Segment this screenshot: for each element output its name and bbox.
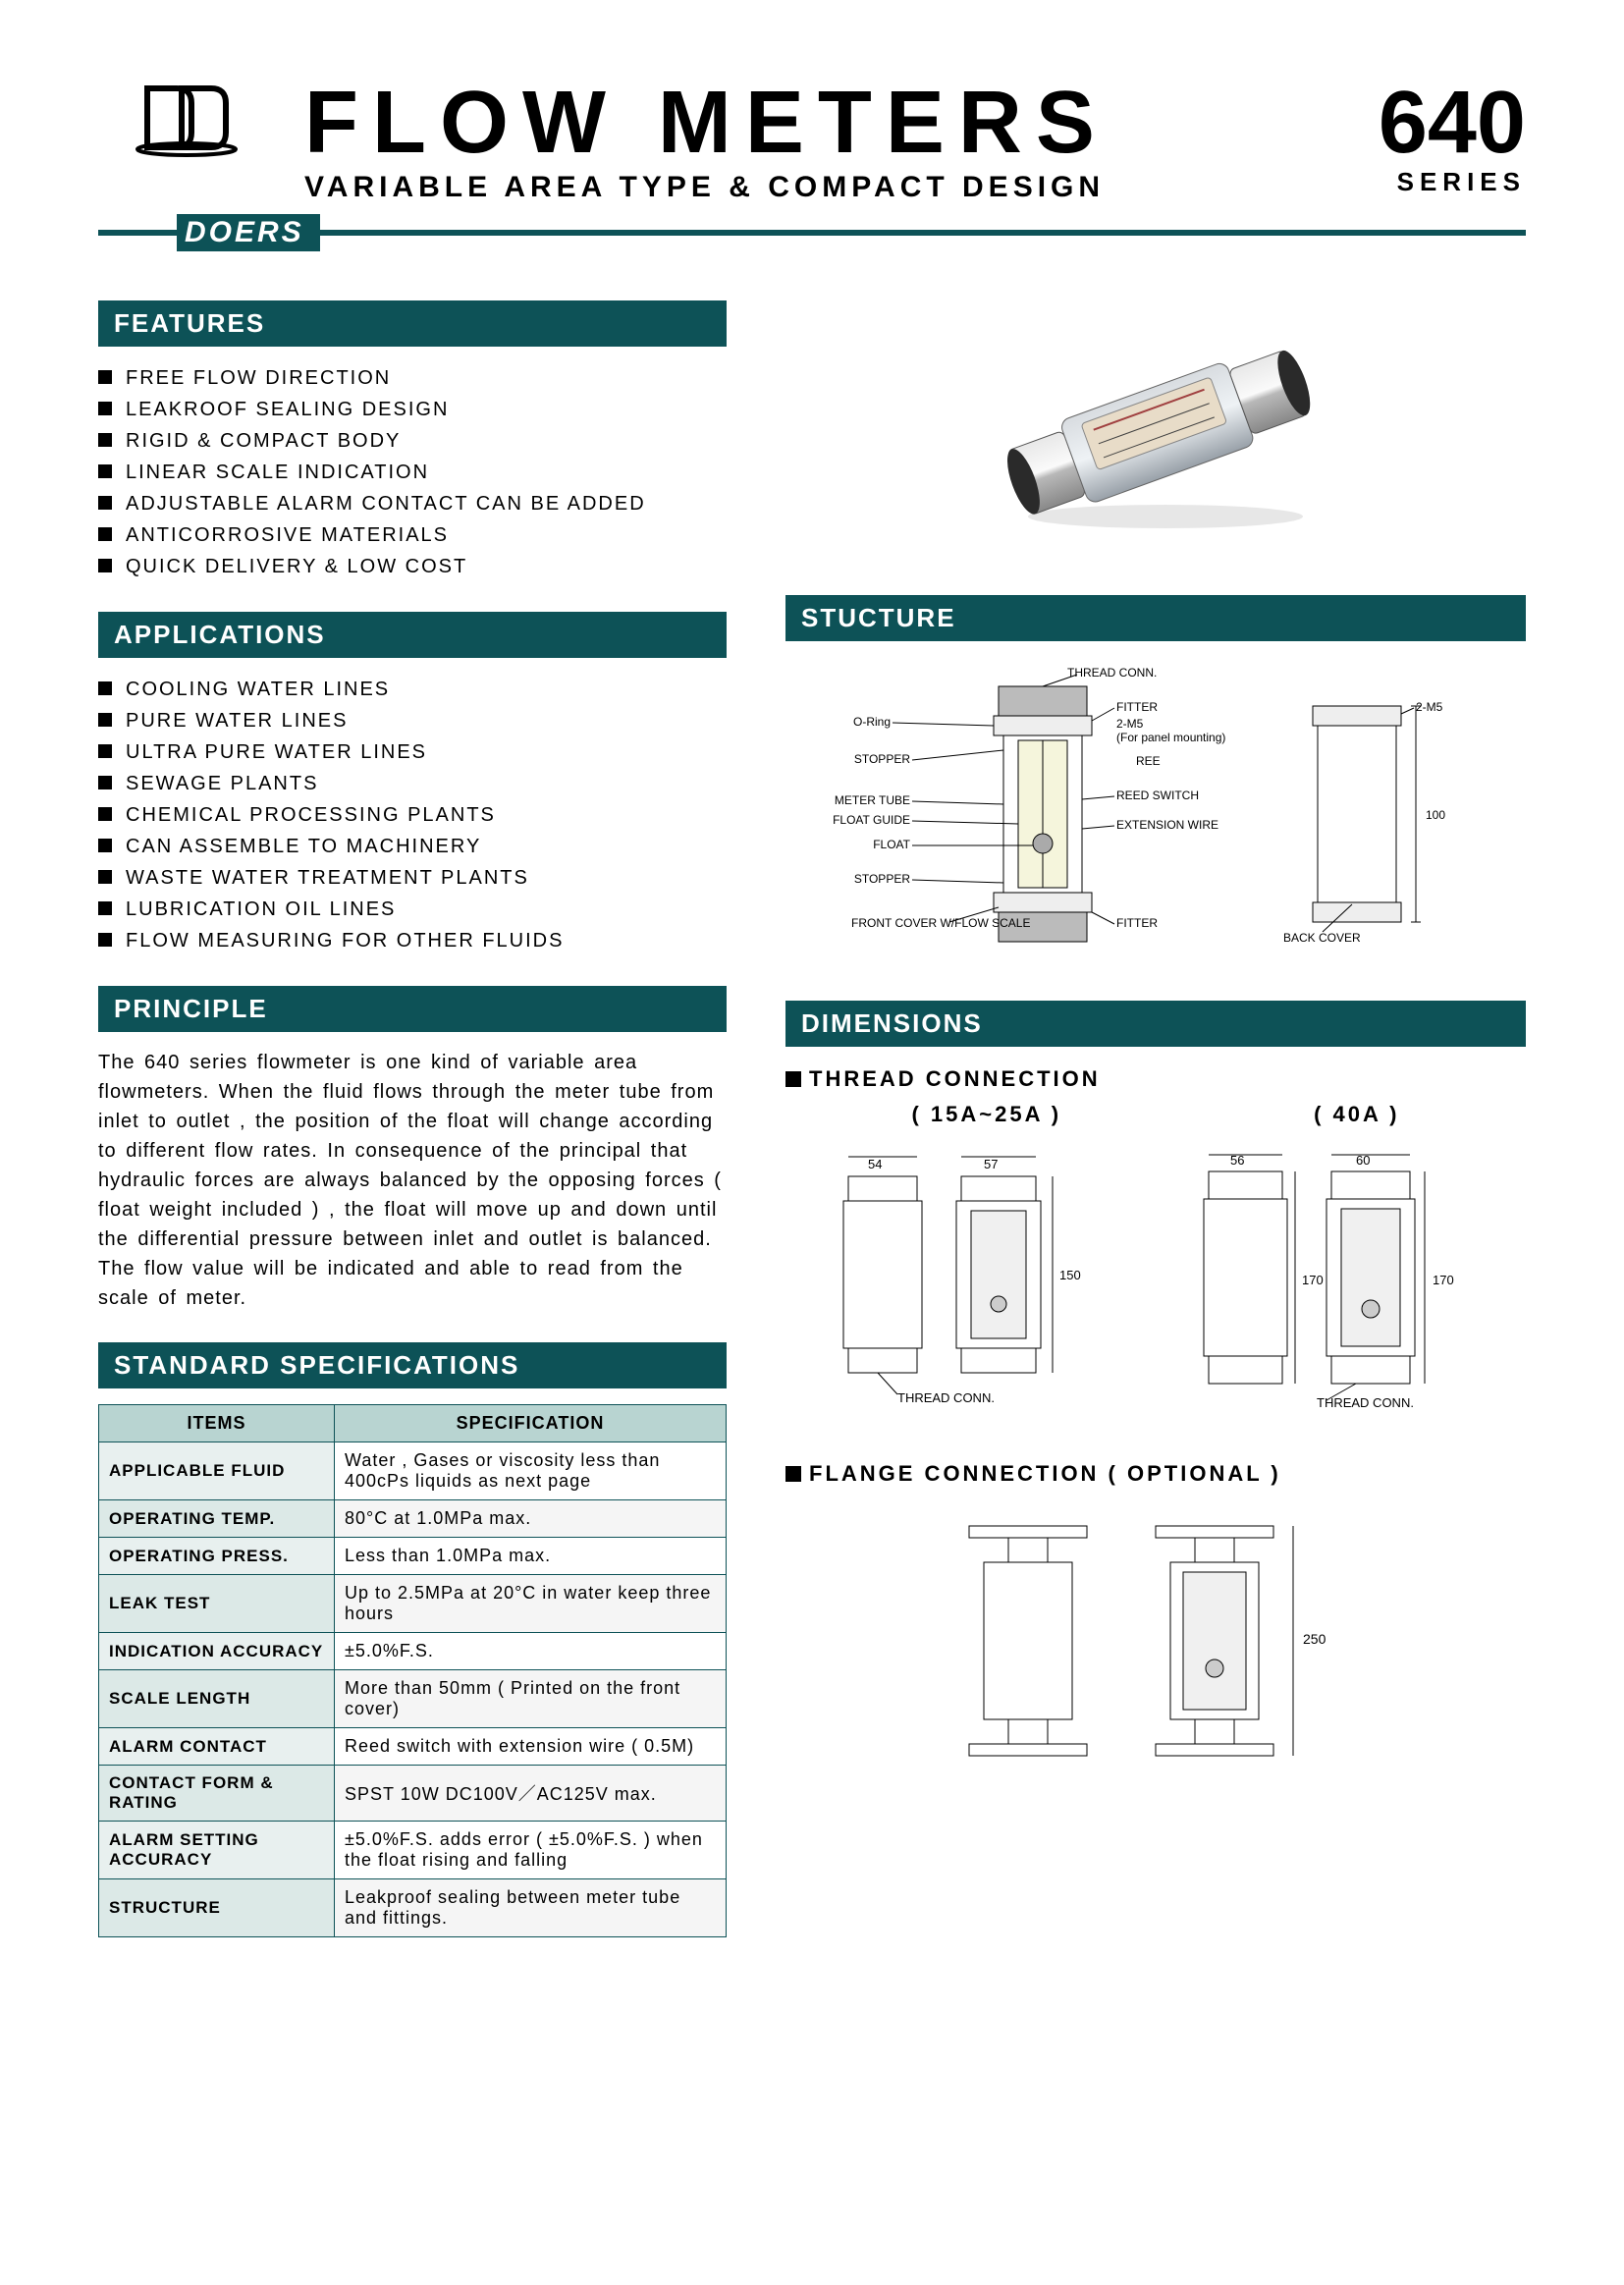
table-row: APPLICABLE FLUIDWater , Gases or viscosi…: [99, 1442, 727, 1500]
page-subtitle: VARIABLE AREA TYPE & COMPACT DESIGN: [304, 171, 1349, 204]
svg-text:170: 170: [1433, 1273, 1454, 1287]
page-header: FLOW METERS VARIABLE AREA TYPE & COMPACT…: [98, 79, 1526, 204]
list-item: QUICK DELIVERY & LOW COST: [98, 551, 727, 582]
table-row: STRUCTURELeakproof sealing between meter…: [99, 1879, 727, 1937]
svg-text:STOPPER: STOPPER: [854, 872, 910, 886]
features-list: FREE FLOW DIRECTION LEAKROOF SEALING DES…: [98, 362, 727, 582]
svg-text:FITTER: FITTER: [1116, 916, 1158, 930]
thread-diagram-b: 56 60 170 170 THREAD CONN.: [1165, 1137, 1526, 1412]
svg-text:BACK COVER: BACK COVER: [1283, 931, 1361, 945]
doers-logo-icon: [128, 79, 245, 157]
principle-heading: PRINCIPLE: [98, 986, 727, 1032]
features-heading: FEATURES: [98, 300, 727, 347]
list-item: PURE WATER LINES: [98, 705, 727, 736]
table-row: SCALE LENGTHMore than 50mm ( Printed on …: [99, 1670, 727, 1728]
principle-text: The 640 series flowmeter is one kind of …: [98, 1048, 727, 1313]
structure-heading: STUCTURE: [785, 595, 1526, 641]
list-item: CHEMICAL PROCESSING PLANTS: [98, 799, 727, 831]
svg-text:THREAD CONN.: THREAD CONN.: [1067, 666, 1157, 680]
brand-bar: DOERS: [98, 214, 1526, 251]
svg-text:54: 54: [868, 1157, 882, 1171]
svg-text:REE: REE: [1136, 754, 1161, 768]
applications-heading: APPLICATIONS: [98, 612, 727, 658]
svg-text:100: 100: [1426, 808, 1445, 822]
table-row: ALARM SETTING ACCURACY±5.0%F.S. adds err…: [99, 1822, 727, 1879]
list-item: ADJUSTABLE ALARM CONTACT CAN BE ADDED: [98, 488, 727, 519]
specs-heading: STANDARD SPECIFICATIONS: [98, 1342, 727, 1388]
svg-text:FITTER: FITTER: [1116, 700, 1158, 714]
table-row: OPERATING PRESS.Less than 1.0MPa max.: [99, 1538, 727, 1575]
applications-list: COOLING WATER LINES PURE WATER LINES ULT…: [98, 674, 727, 956]
svg-text:250: 250: [1303, 1631, 1326, 1647]
svg-text:THREAD CONN.: THREAD CONN.: [897, 1390, 995, 1405]
list-item: LINEAR SCALE INDICATION: [98, 457, 727, 488]
table-row: OPERATING TEMP.80°C at 1.0MPa max.: [99, 1500, 727, 1538]
specs-table: ITEMS SPECIFICATION APPLICABLE FLUIDWate…: [98, 1404, 727, 1937]
thread-size-b: ( 40A ): [1314, 1102, 1399, 1127]
svg-text:FLOAT GUIDE: FLOAT GUIDE: [833, 813, 910, 827]
dimensions-heading: DIMENSIONS: [785, 1001, 1526, 1047]
series-label: SERIES: [1379, 167, 1526, 197]
list-item: CAN ASSEMBLE TO MACHINERY: [98, 831, 727, 862]
product-photo: [949, 300, 1362, 556]
thread-conn-heading: THREAD CONNECTION: [785, 1066, 1526, 1092]
list-item: RIGID & COMPACT BODY: [98, 425, 727, 457]
list-item: ANTICORROSIVE MATERIALS: [98, 519, 727, 551]
brand-logo: [98, 79, 275, 157]
table-row: LEAK TESTUp to 2.5MPa at 20°C in water k…: [99, 1575, 727, 1633]
flange-conn-heading: FLANGE CONNECTION ( OPTIONAL ): [785, 1461, 1526, 1487]
table-row: CONTACT FORM & RATINGSPST 10W DC100V／AC1…: [99, 1766, 727, 1822]
flange-diagram: 250: [785, 1496, 1526, 1811]
list-item: WASTE WATER TREATMENT PLANTS: [98, 862, 727, 894]
brand-name: DOERS: [177, 214, 320, 251]
list-item: COOLING WATER LINES: [98, 674, 727, 705]
page-title: FLOW METERS: [304, 79, 1349, 167]
svg-text:METER TUBE: METER TUBE: [835, 793, 910, 807]
table-row: ALARM CONTACTReed switch with extension …: [99, 1728, 727, 1766]
list-item: SEWAGE PLANTS: [98, 768, 727, 799]
list-item: FREE FLOW DIRECTION: [98, 362, 727, 394]
series-number: 640: [1379, 79, 1526, 167]
list-item: LEAKROOF SEALING DESIGN: [98, 394, 727, 425]
svg-text:2-M5: 2-M5: [1116, 717, 1144, 731]
svg-text:FRONT COVER W/FLOW SCALE: FRONT COVER W/FLOW SCALE: [851, 916, 1030, 930]
svg-text:O-Ring: O-Ring: [853, 715, 891, 729]
table-header: SPECIFICATION: [335, 1405, 727, 1442]
svg-text:EXTENSION WIRE: EXTENSION WIRE: [1116, 818, 1218, 832]
structure-diagram: 100 THREAD CONN. O-Ring FITTER 2-M5 (For…: [785, 657, 1526, 971]
svg-text:FLOAT: FLOAT: [873, 838, 910, 851]
svg-text:(For panel mounting): (For panel mounting): [1116, 731, 1225, 744]
svg-text:150: 150: [1059, 1268, 1081, 1282]
table-header: ITEMS: [99, 1405, 335, 1442]
svg-text:REED SWITCH: REED SWITCH: [1116, 789, 1199, 802]
svg-text:170: 170: [1302, 1273, 1324, 1287]
svg-text:STOPPER: STOPPER: [854, 752, 910, 766]
table-row: INDICATION ACCURACY±5.0%F.S.: [99, 1633, 727, 1670]
thread-diagram-a: 54 57 150 THREAD CONN.: [785, 1137, 1146, 1412]
svg-text:57: 57: [984, 1157, 998, 1171]
list-item: FLOW MEASURING FOR OTHER FLUIDS: [98, 925, 727, 956]
thread-size-a: ( 15A~25A ): [911, 1102, 1061, 1127]
svg-text:2-M5: 2-M5: [1416, 700, 1443, 714]
list-item: ULTRA PURE WATER LINES: [98, 736, 727, 768]
list-item: LUBRICATION OIL LINES: [98, 894, 727, 925]
